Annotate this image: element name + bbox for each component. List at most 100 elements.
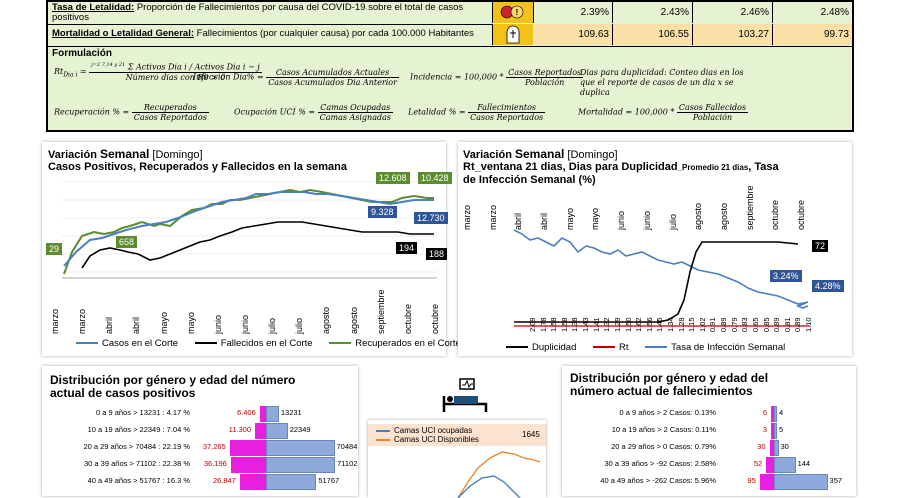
chart1-month-label: junio — [212, 314, 223, 334]
rt-value-label: 1.56 — [644, 317, 654, 332]
chart1-month-label: septiembre — [375, 289, 386, 334]
pyramid1-female-bar — [259, 406, 266, 422]
duplicidad-definition: Dias para duplicidad: Conteo dias en los… — [580, 68, 744, 97]
chart1-month-label: octubre — [402, 303, 413, 334]
pyramid1-male-value: 22349 — [289, 425, 311, 434]
pyramid2-female-bar — [771, 423, 774, 439]
letalidad-value-4: 2.48% — [820, 7, 849, 18]
recuperacion-formula: Recuperación % = Recuperados Casos Report… — [54, 103, 209, 122]
uci-disponibles-line — [457, 451, 541, 498]
rt-value-label: 1.50 — [623, 317, 633, 332]
pyramid1-female-value: 11.300 — [228, 425, 251, 434]
pyramid2-male-bar — [774, 406, 777, 422]
fallecidos-line — [81, 221, 434, 269]
incidencia-formula: Incidencia = 100,000 * Casos Reportados P… — [410, 68, 584, 87]
fallecimientos-genero-edad-panel: Distribución por género y edad del númer… — [562, 366, 856, 496]
pyramid1-male-value: 71102 — [337, 459, 358, 468]
casos-line — [63, 191, 434, 267]
pyramid1-row-label: 30 a 39 años > 71102 : 22.38 % — [84, 459, 190, 468]
pyramid2-male-bar — [774, 440, 779, 456]
pyramid2-row-label: 10 a 19 años > 2 Casos: 0.11% — [611, 425, 716, 434]
pyramid1-female-value: 26.847 — [212, 476, 236, 485]
virus-warning-icon: ! — [492, 2, 534, 23]
uci-chart-panel: Camas UCI ocupadas Camas UCI Disponibles… — [368, 420, 546, 498]
chart1-month-label: julio — [294, 317, 305, 334]
chart1-legend: Casos en el Corte Fallecidos en el Corte… — [76, 338, 461, 349]
pyramid2-female-bar — [769, 440, 774, 456]
chart2-title: Variación Semanal [Domingo] — [463, 147, 618, 161]
pyramid1-male-bar — [266, 423, 288, 439]
label-infeccion-end: 4.28% — [812, 280, 844, 292]
indicators-panel: Tasa de Letalidad: Proporción de Falleci… — [46, 0, 854, 132]
chart1-month-label: marzo — [50, 308, 60, 334]
chart2-subtitle: Rt_ventana 21 dias, Dias para Duplicidad… — [463, 161, 779, 186]
pyramid2-row-label: 40 a 49 años > -262 Casos: 5.96% — [600, 476, 716, 485]
rt-value-label: 1.58 — [559, 317, 569, 332]
pyramid2-male-value: 144 — [797, 459, 811, 468]
rt-formula: RtDia i = j=2 7,14 y 21 Σ Activos Dia i … — [54, 62, 262, 82]
label-recuperados-early: 658 — [116, 236, 138, 248]
legend-rt: Rt — [593, 342, 629, 353]
pyramid2-male-value: 4 — [779, 408, 784, 417]
pyramid1-male-value: 13231 — [280, 408, 302, 417]
svg-text:!: ! — [516, 8, 519, 17]
pyramid1-female-bar — [230, 457, 266, 473]
rt-value-label: 0.65 — [750, 317, 760, 332]
rt-value-label: 1.58 — [549, 317, 559, 332]
label-fallecidos-end: 188 — [426, 248, 448, 260]
pyramid1-male-bar — [266, 440, 335, 456]
rt-value-label: 1.78 — [538, 317, 548, 332]
legend-uci-disponibles: Camas UCI Disponibles — [376, 435, 546, 444]
pyramid1-row-label: 20 a 29 años > 70484 : 22.19 % — [83, 442, 190, 451]
casos-genero-edad-panel: Distribución por género y edad del númer… — [42, 366, 358, 496]
chart1-month-label: junio — [240, 314, 250, 334]
label-casos-late: 9.328 — [368, 206, 397, 218]
pyramid1-row-label: 40 a 49 años > 51767 : 16.3 % — [87, 476, 190, 485]
pyramid1-male-bar — [266, 406, 279, 422]
pyramid2-row-label: 20 a 29 años > 0 Casos: 0.79% — [611, 442, 716, 451]
letalidad-value-2: 2.43% — [613, 2, 693, 23]
rt-value-label: 1.29 — [612, 317, 622, 332]
pyramid2-male-value: 357 — [829, 476, 843, 485]
uci-legend: Camas UCI ocupadas Camas UCI Disponibles — [368, 424, 546, 446]
chart1-month-label: agosto — [348, 306, 359, 334]
pyramid2-female-value: 95 — [747, 476, 756, 485]
rt-value-label: 1.32 — [602, 317, 612, 332]
pyramid2-female-bar — [766, 457, 774, 473]
pyramid1-male-bar — [266, 474, 317, 490]
mortalidad-row: Mortalidad o Letalidad General: Fallecim… — [48, 24, 852, 47]
label-recuperados-start: 29 — [46, 243, 63, 255]
rt-value-label: 1.45 — [655, 317, 665, 332]
rt-value-label: 1.02 — [697, 317, 707, 332]
pyramid2-row-label: 0 a 9 años > 2 Casos: 0.13% — [619, 408, 716, 417]
duplicidad-line — [514, 241, 799, 323]
rt-value-label: 0.89 — [719, 317, 729, 332]
pyramid1-row-label: 10 a 19 años > 22349 : 7.04 % — [87, 425, 190, 434]
legend-casos: Casos en el Corte — [76, 338, 178, 349]
pyramid1-female-bar — [255, 423, 266, 439]
label-fallecidos-late: 194 — [396, 242, 418, 254]
pyramid1-male-value: 51767 — [318, 476, 340, 485]
chart2-plot — [513, 229, 810, 327]
legend-uci-ocupadas: Camas UCI ocupadas — [376, 426, 546, 435]
formulacion-title: Formulación — [52, 48, 113, 59]
chart1-month-label: abril — [131, 316, 142, 334]
pyramid1-female-bar — [229, 440, 266, 456]
tombstone-icon — [492, 24, 534, 45]
chart2-legend: Duplicidad Rt Tasa de Infección Semanal — [506, 342, 785, 353]
tasa-infeccion-line — [513, 229, 809, 309]
pyramid2-female-bar — [759, 474, 774, 490]
pyramid1-male-bar — [266, 457, 336, 473]
rt-value-label: 0.89 — [793, 317, 803, 332]
mortalidad-value-4: 99.73 — [773, 24, 852, 45]
pyramid2-male-bar — [774, 457, 796, 473]
ocupacion-uci-formula: Ocupación UCI % = Camas Ocupadas Camas As… — [234, 103, 393, 122]
pyramid2-female-bar — [771, 406, 774, 422]
rt-value-label: 0.91 — [708, 317, 718, 332]
pyramid2-male-bar — [774, 474, 828, 490]
chart1-month-label: mayo — [185, 311, 196, 334]
rt-value-label: 0.89 — [772, 317, 782, 332]
uci-plot — [457, 451, 541, 498]
legend-tasa-infeccion: Tasa de Infección Semanal — [645, 342, 785, 353]
rt-value-label: 0.83 — [740, 317, 750, 332]
